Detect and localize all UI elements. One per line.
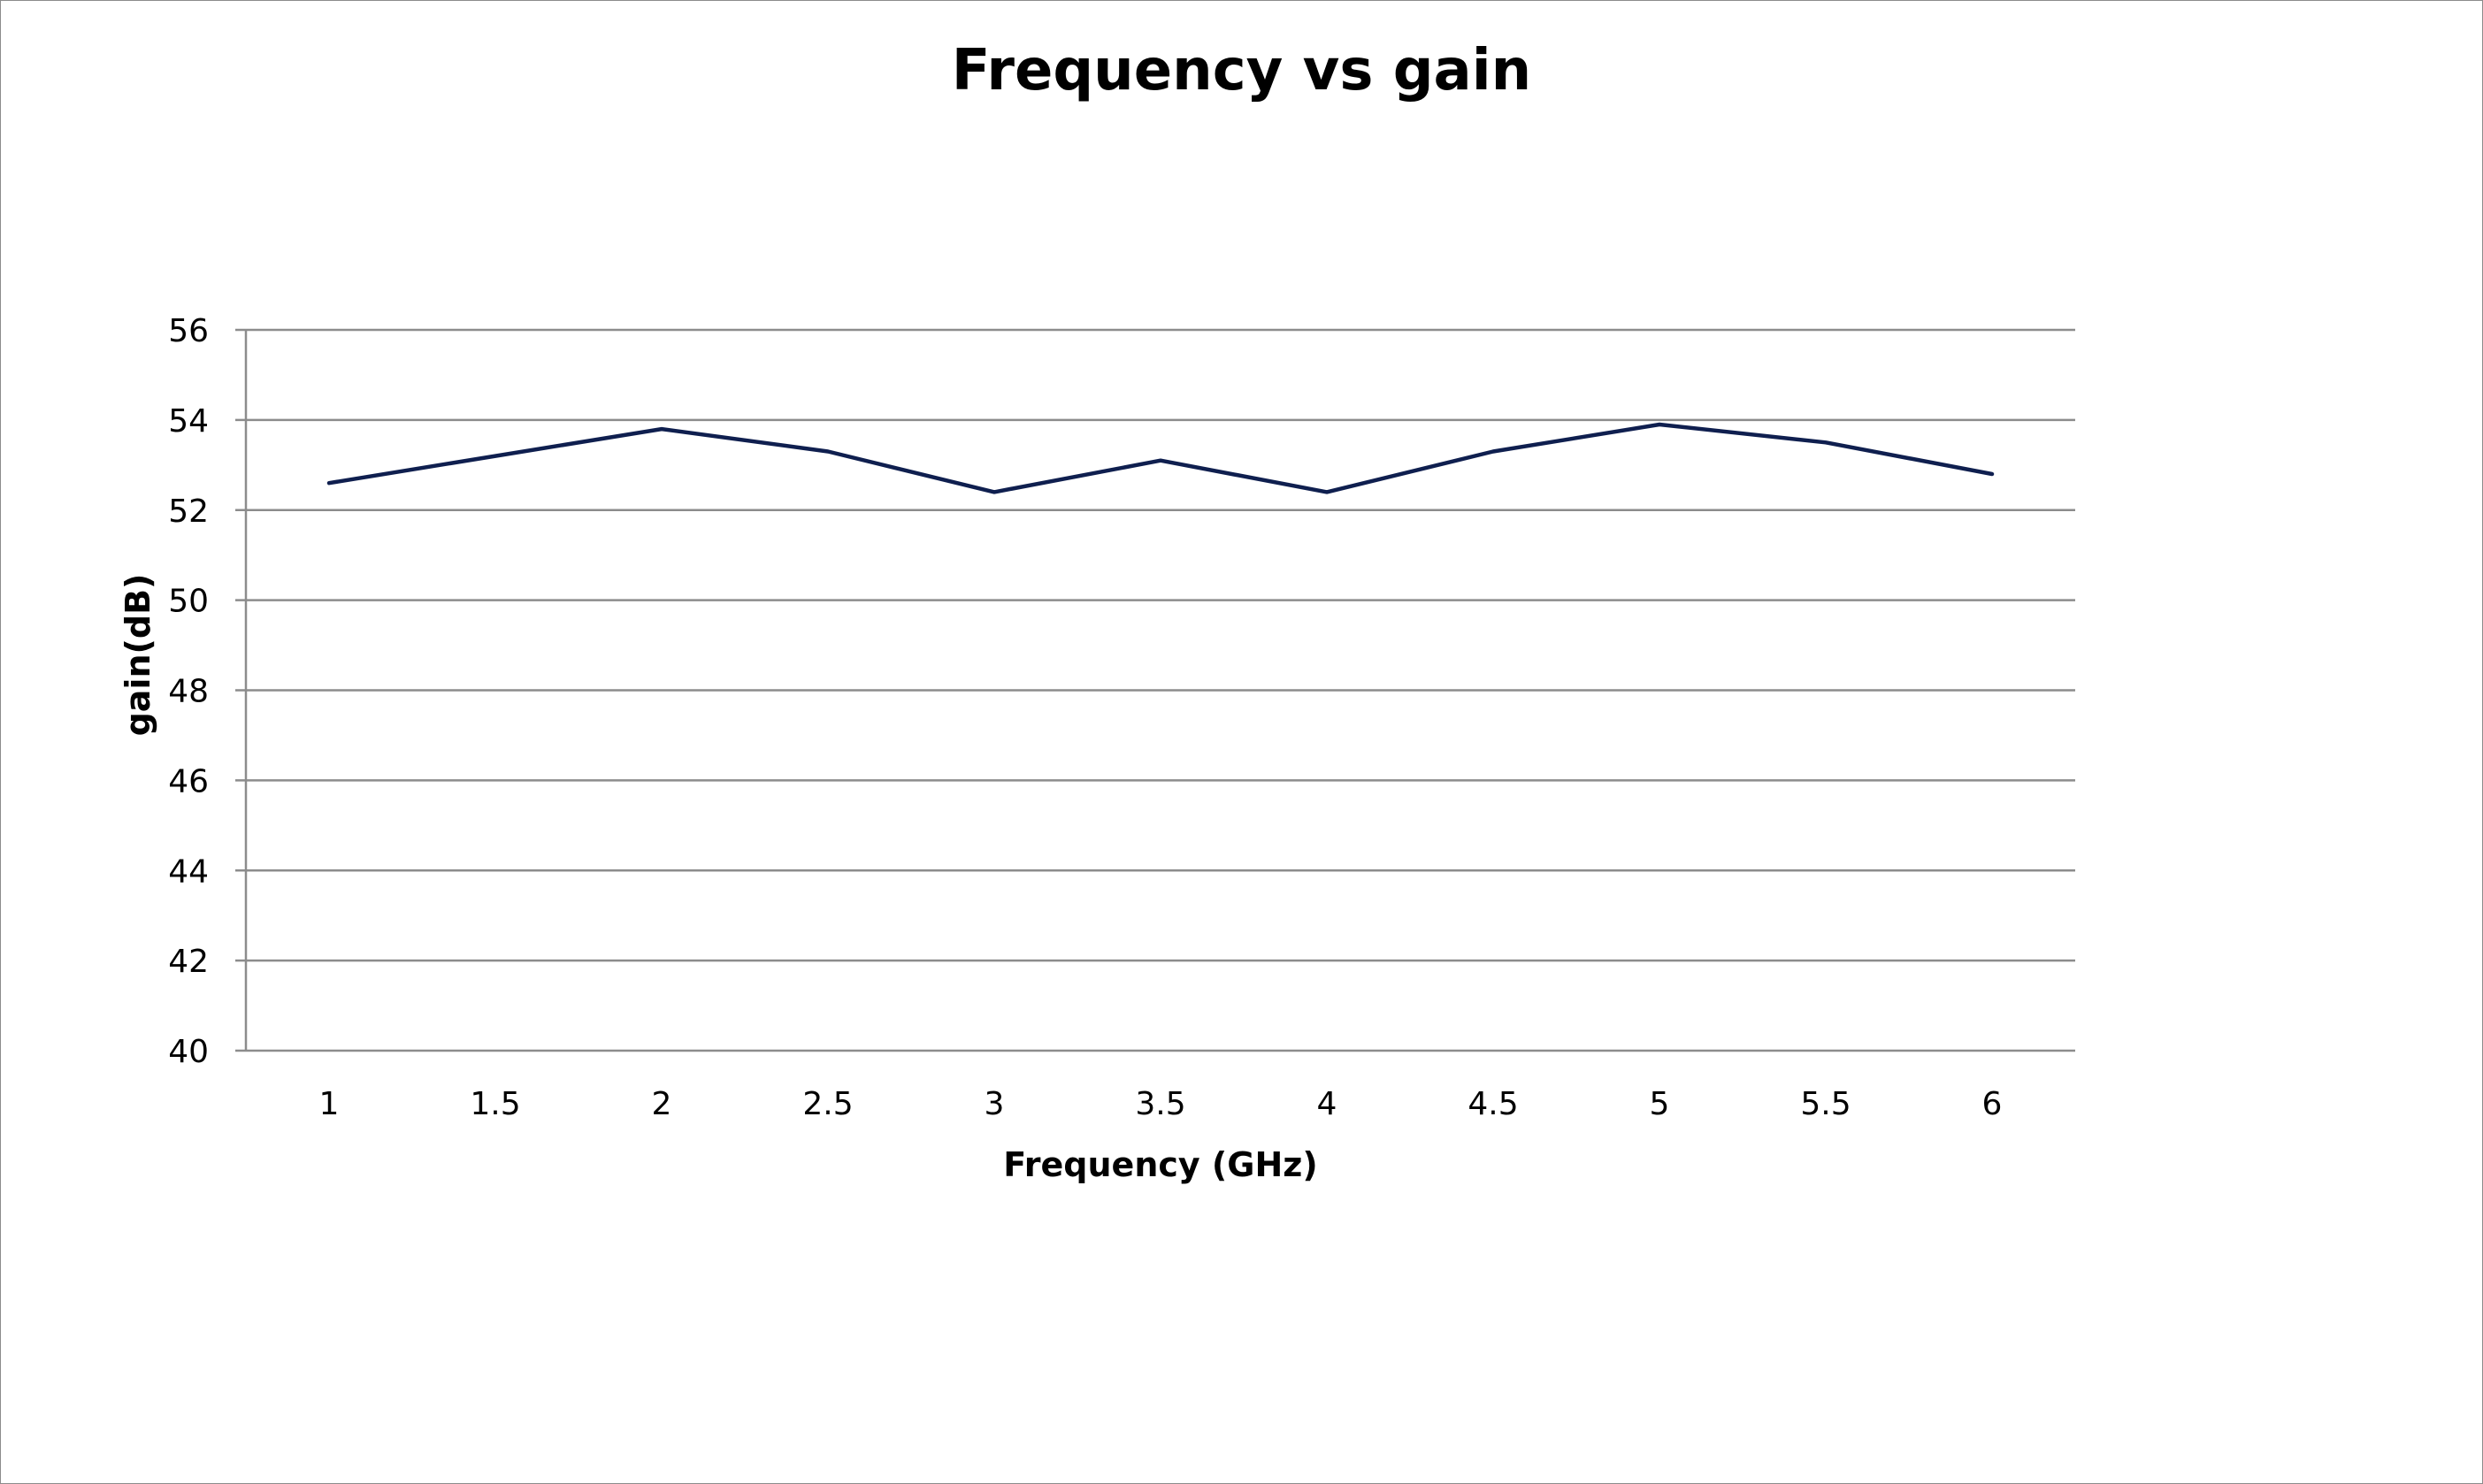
series-group	[326, 422, 1995, 494]
series-line-0	[326, 422, 1995, 494]
data-point	[825, 449, 831, 455]
data-point	[1989, 471, 1995, 477]
x-tick-label: 5.5	[1800, 1086, 1851, 1122]
x-tick-label: 2	[652, 1086, 672, 1122]
x-tick-label: 3.5	[1135, 1086, 1185, 1122]
y-tick-label: 54	[168, 403, 209, 440]
x-tick-labels: 1 1.5 2 2.5 3 3.5 4 4.5 5 5.5 6	[319, 1086, 2003, 1122]
y-tick-label: 48	[168, 674, 209, 710]
data-point	[1823, 440, 1828, 445]
chart-title: Frequency vs gain	[951, 38, 1532, 103]
y-tick-label: 50	[168, 584, 209, 620]
y-tick-label: 40	[168, 1034, 209, 1070]
y-tick-label: 42	[168, 944, 209, 980]
x-tick-label: 2.5	[802, 1086, 853, 1122]
y-tick-label: 52	[168, 493, 209, 530]
x-tick-label: 1.5	[470, 1086, 520, 1122]
data-point	[493, 454, 498, 459]
data-point	[1158, 458, 1163, 463]
x-tick-label: 4.5	[1468, 1086, 1518, 1122]
y-tick-labels: 40 42 44 46 48 50 52 54 56	[168, 313, 209, 1070]
data-point	[1324, 489, 1330, 494]
data-point	[326, 480, 332, 486]
y-tick-label: 56	[168, 313, 209, 349]
data-point	[1657, 422, 1662, 427]
x-tick-label: 5	[1650, 1086, 1670, 1122]
data-point	[659, 426, 664, 432]
data-point	[992, 489, 997, 494]
x-tick-label: 1	[319, 1086, 340, 1122]
y-tick-label: 46	[168, 763, 209, 799]
x-axis-label: Frequency (GHz)	[1003, 1145, 1318, 1184]
x-tick-label: 3	[985, 1086, 1005, 1122]
data-point	[1491, 449, 1496, 455]
y-axis-label: gain(dB)	[119, 574, 157, 737]
x-tick-label: 4	[1317, 1086, 1337, 1122]
y-tick-label: 44	[168, 853, 209, 890]
x-tick-label: 6	[1982, 1086, 2003, 1122]
gridlines	[235, 328, 2075, 1052]
